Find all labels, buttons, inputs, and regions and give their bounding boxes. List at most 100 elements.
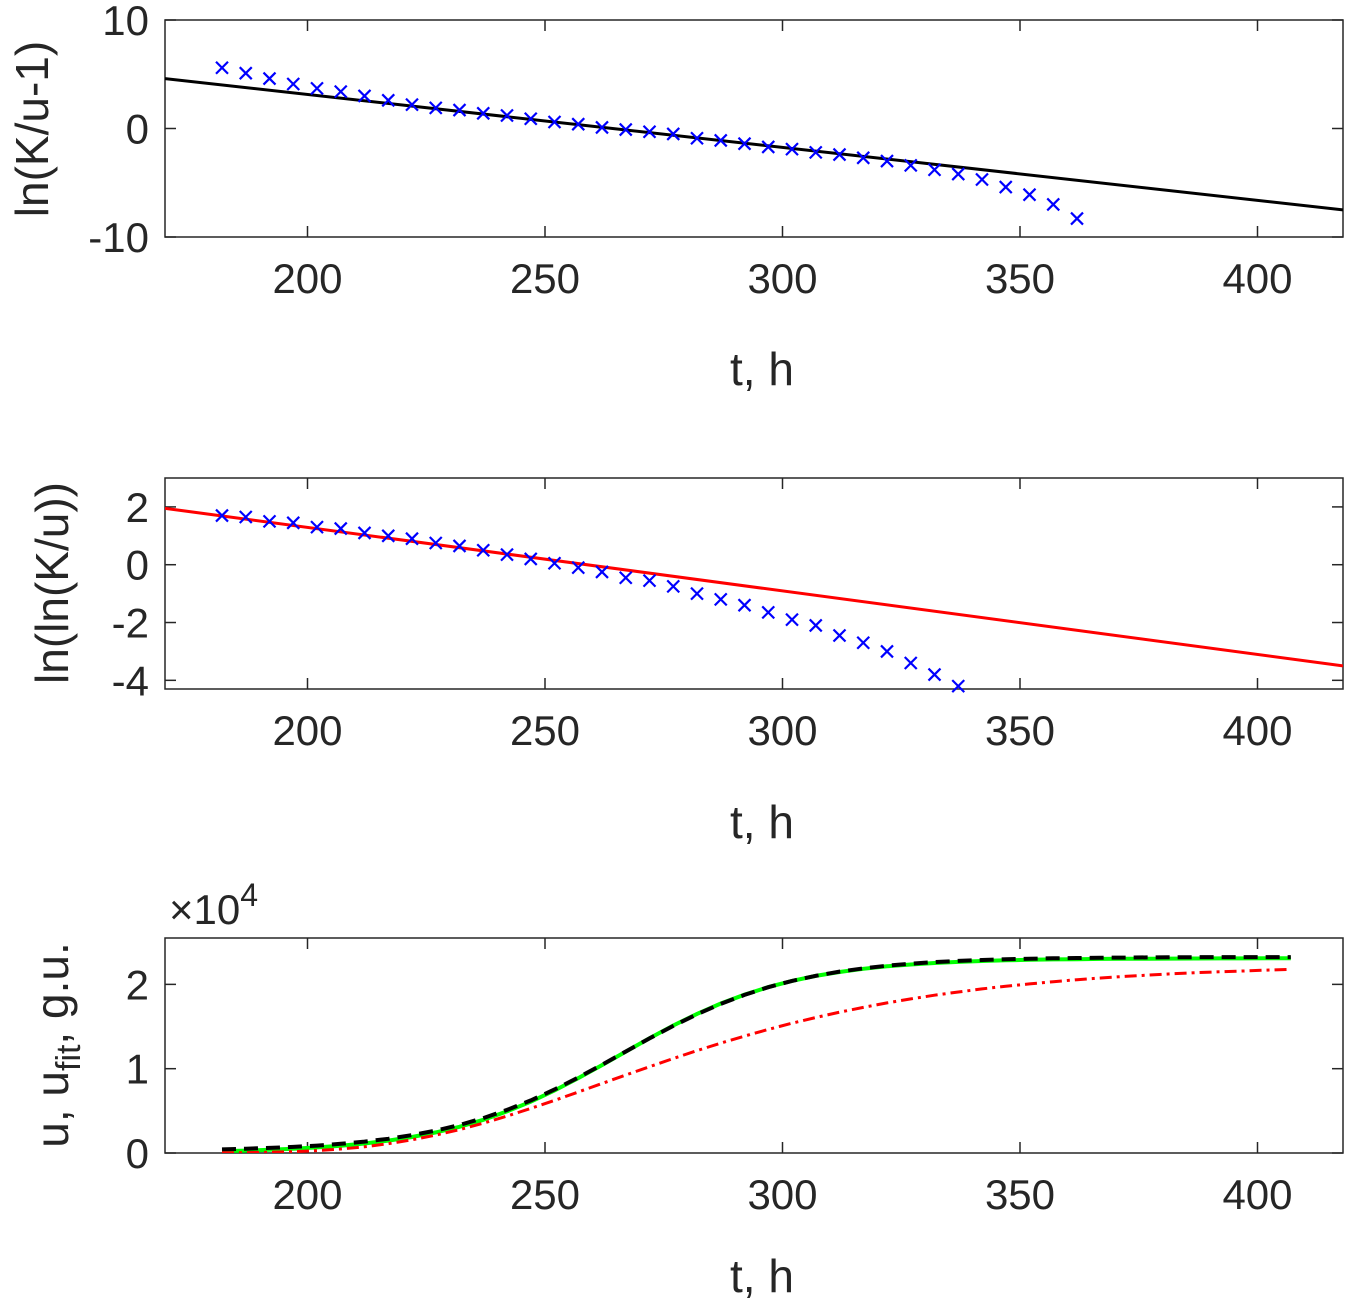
y-tick-label: -10 bbox=[88, 214, 149, 261]
data-point-marker bbox=[951, 167, 966, 181]
data-point-marker bbox=[310, 520, 324, 534]
data-point-marker bbox=[333, 84, 348, 99]
linear-fit-line bbox=[165, 77, 1343, 212]
y-tick-label: 0 bbox=[126, 542, 149, 589]
x-tick-label: 400 bbox=[1222, 255, 1292, 302]
data-point-marker bbox=[808, 145, 823, 160]
y-axis-label: ln(ln(K/u)) bbox=[26, 482, 78, 684]
data-point-marker bbox=[500, 547, 514, 562]
y-exponent-label: ×104 bbox=[169, 877, 258, 933]
data-point-marker bbox=[785, 612, 799, 627]
x-tick-label: 250 bbox=[510, 255, 580, 302]
data-point-marker bbox=[262, 514, 277, 529]
data-point-marker bbox=[761, 140, 776, 154]
data-point-marker bbox=[452, 539, 467, 553]
data-point-marker bbox=[571, 117, 586, 131]
data-point-marker bbox=[880, 154, 894, 168]
data-point-marker bbox=[357, 89, 372, 103]
data-point-marker bbox=[808, 618, 823, 633]
data-point-marker bbox=[595, 565, 609, 579]
data-point-marker bbox=[713, 133, 728, 148]
x-tick-label: 250 bbox=[510, 707, 580, 754]
data-point-marker bbox=[476, 106, 491, 121]
data-point-marker bbox=[1046, 197, 1061, 212]
data-point-marker bbox=[761, 605, 776, 620]
data-point-marker bbox=[215, 508, 229, 523]
y-axis-label: u, ufit, g.u. bbox=[26, 942, 88, 1147]
Gompertz-fit-line bbox=[221, 967, 1291, 1153]
data-point-marker bbox=[737, 136, 752, 151]
x-axis-label: t, h bbox=[730, 796, 794, 848]
data-point-marker bbox=[547, 556, 562, 571]
data-point-marker bbox=[832, 147, 847, 162]
data-point-marker bbox=[927, 667, 942, 682]
data-point-marker bbox=[832, 628, 847, 643]
data-point-marker bbox=[262, 71, 277, 86]
data-point-marker bbox=[571, 560, 586, 575]
y-tick-label: -4 bbox=[112, 657, 149, 704]
data-point-marker bbox=[310, 81, 324, 96]
panel3-plot-area bbox=[221, 955, 1291, 1153]
data-point-marker bbox=[286, 77, 301, 91]
panel2-axes-box bbox=[164, 477, 1344, 690]
x-tick-label: 300 bbox=[747, 1171, 817, 1218]
y-tick-label: -2 bbox=[112, 600, 149, 647]
x-tick-label: 350 bbox=[985, 255, 1055, 302]
data-point-marker bbox=[523, 111, 538, 126]
data-point-marker bbox=[642, 573, 657, 588]
data-point-marker bbox=[903, 158, 918, 173]
panel1-plot-area bbox=[165, 77, 1343, 212]
x-axis-label: t, h bbox=[730, 343, 794, 395]
data-point-marker bbox=[238, 66, 253, 80]
panel2-plot-area bbox=[165, 506, 1343, 668]
panel3-axes-box bbox=[164, 937, 1344, 1154]
data-point-marker bbox=[476, 543, 491, 558]
data-point-marker bbox=[856, 635, 871, 650]
data-point-marker bbox=[737, 598, 752, 612]
x-tick-label: 400 bbox=[1222, 1171, 1292, 1218]
x-tick-label: 300 bbox=[747, 255, 817, 302]
data-point-marker bbox=[452, 103, 467, 117]
y-tick-label: 0 bbox=[126, 106, 149, 153]
panel2: 200 250 300 350 400 -4 -2 0 2 t, h ln(ln(K/u)) bbox=[26, 477, 1344, 848]
data-point-marker bbox=[405, 97, 419, 112]
data-point-marker bbox=[666, 579, 681, 594]
y-tick-label: 2 bbox=[126, 961, 149, 1008]
u-data-line bbox=[221, 956, 1291, 1153]
data-point-marker bbox=[927, 162, 942, 177]
panel1-axes-box bbox=[164, 19, 1344, 238]
y-tick-label: 2 bbox=[126, 484, 149, 531]
data-point-marker bbox=[523, 552, 538, 566]
data-point-marker bbox=[856, 151, 871, 165]
data-point-marker bbox=[666, 127, 681, 141]
data-point-marker bbox=[951, 679, 966, 693]
x-tick-label: 200 bbox=[272, 707, 342, 754]
data-point-marker bbox=[500, 108, 514, 123]
data-point-marker bbox=[405, 531, 419, 546]
panel3: 200 250 300 350 400 0 1 2 t, h u, ufit, g.u. ×104 bbox=[26, 877, 1344, 1302]
y-tick-label: 10 bbox=[102, 0, 149, 44]
x-tick-label: 350 bbox=[985, 707, 1055, 754]
data-point-marker bbox=[215, 60, 229, 75]
data-point-marker bbox=[642, 124, 657, 139]
data-point-marker bbox=[381, 93, 396, 108]
data-point-marker bbox=[1070, 211, 1084, 226]
data-point-marker bbox=[618, 570, 633, 585]
x-tick-label: 300 bbox=[747, 707, 817, 754]
panel1: 200 250 300 350 400 -10 0 10 t, h ln(K/u-1) bbox=[6, 0, 1344, 395]
x-tick-label: 200 bbox=[272, 1171, 342, 1218]
x-tick-label: 250 bbox=[510, 1171, 580, 1218]
data-point-marker bbox=[595, 120, 609, 135]
data-point-marker bbox=[428, 536, 443, 550]
data-point-marker bbox=[286, 516, 301, 530]
x-axis-label: t, h bbox=[730, 1250, 794, 1302]
data-point-marker bbox=[381, 529, 396, 543]
x-tick-label: 350 bbox=[985, 1171, 1055, 1218]
data-point-marker bbox=[690, 131, 704, 146]
linear-fit-line bbox=[165, 506, 1343, 668]
data-point-marker bbox=[998, 180, 1013, 194]
data-point-marker bbox=[1022, 187, 1037, 202]
x-tick-label: 200 bbox=[272, 255, 342, 302]
data-point-marker bbox=[547, 115, 562, 129]
